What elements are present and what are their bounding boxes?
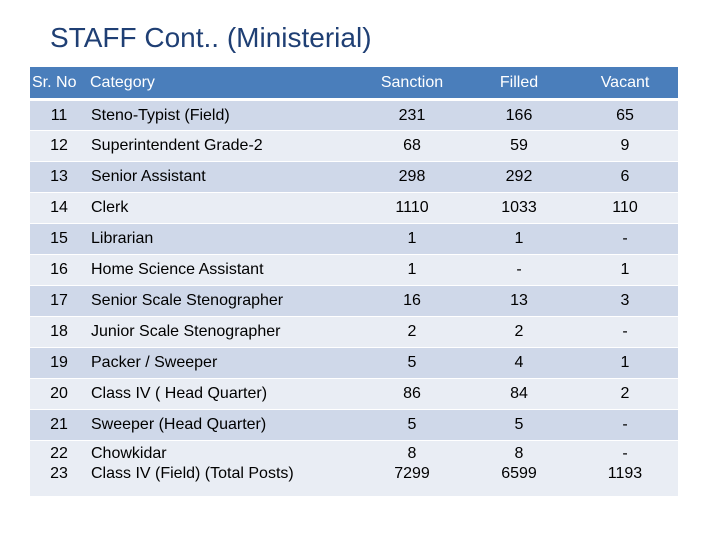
table-row: 18 Junior Scale Stenographer 2 2 - xyxy=(30,316,678,348)
cell-sanction: 231 xyxy=(358,99,466,131)
cell-vacant: 2 xyxy=(572,378,678,410)
cell-sanction-line: 7299 xyxy=(394,465,430,482)
cell-sr-no: 13 xyxy=(30,161,88,193)
table-row: 15 Librarian 1 1 - xyxy=(30,223,678,255)
table-row: 19 Packer / Sweeper 5 4 1 xyxy=(30,347,678,379)
cell-vacant: 9 xyxy=(572,130,678,162)
cell-sr-no: 11 xyxy=(30,99,88,131)
cell-filled: 1 xyxy=(466,223,572,255)
cell-sr-no: 14 xyxy=(30,192,88,224)
cell-sr-no: 18 xyxy=(30,316,88,348)
cell-sr-no: 22 23 xyxy=(30,440,88,497)
cell-sanction: 298 xyxy=(358,161,466,193)
column-header-sanction: Sanction xyxy=(358,67,466,101)
cell-filled: 13 xyxy=(466,285,572,317)
cell-category: Class IV ( Head Quarter) xyxy=(88,378,358,410)
cell-filled: 8 6599 xyxy=(466,440,572,497)
table-row: 16 Home Science Assistant 1 - 1 xyxy=(30,254,678,286)
table-row: 17 Senior Scale Stenographer 16 13 3 xyxy=(30,285,678,317)
cell-vacant: 65 xyxy=(572,99,678,131)
cell-vacant: - 1193 xyxy=(572,440,678,497)
header-row: Sr. No Category Sanction Filled Vacant xyxy=(30,67,678,101)
cell-sr-no: 15 xyxy=(30,223,88,255)
cell-category: Packer / Sweeper xyxy=(88,347,358,379)
table-row: 13 Senior Assistant 298 292 6 xyxy=(30,161,678,193)
cell-vacant: 6 xyxy=(572,161,678,193)
cell-sr-no: 21 xyxy=(30,409,88,441)
table-row: 14 Clerk 1110 1033 110 xyxy=(30,192,678,224)
cell-sr-no: 17 xyxy=(30,285,88,317)
table-body: 11 Steno-Typist (Field) 231 166 65 12 Su… xyxy=(30,99,678,497)
cell-filled: 4 xyxy=(466,347,572,379)
column-header-vacant: Vacant xyxy=(572,67,678,101)
cell-filled: 5 xyxy=(466,409,572,441)
cell-category: Home Science Assistant xyxy=(88,254,358,286)
cell-vacant-line: - xyxy=(622,445,628,462)
table-row: 11 Steno-Typist (Field) 231 166 65 xyxy=(30,99,678,131)
staff-table-container: Sr. No Category Sanction Filled Vacant 1… xyxy=(30,67,678,497)
cell-vacant: 110 xyxy=(572,192,678,224)
cell-sanction: 16 xyxy=(358,285,466,317)
cell-filled-line: 8 xyxy=(514,445,524,462)
cell-category: Librarian xyxy=(88,223,358,255)
cell-category: Clerk xyxy=(88,192,358,224)
cell-vacant-line: 1193 xyxy=(607,465,643,482)
cell-vacant: 1 xyxy=(572,254,678,286)
column-header-category: Category xyxy=(88,67,358,101)
cell-sr-no: 12 xyxy=(30,130,88,162)
cell-category: Chowkidar Class IV (Field) (Total Posts) xyxy=(88,440,358,497)
cell-sr-no-line: 23 xyxy=(50,465,68,482)
cell-filled: 2 xyxy=(466,316,572,348)
cell-category: Sweeper (Head Quarter) xyxy=(88,409,358,441)
table-row: 12 Superintendent Grade-2 68 59 9 xyxy=(30,130,678,162)
cell-sanction: 1 xyxy=(358,223,466,255)
page-title: STAFF Cont.. (Ministerial) xyxy=(50,22,372,53)
cell-filled: 59 xyxy=(466,130,572,162)
cell-vacant: - xyxy=(572,409,678,441)
cell-sanction: 68 xyxy=(358,130,466,162)
table-header: Sr. No Category Sanction Filled Vacant xyxy=(30,67,678,101)
cell-sr-no: 16 xyxy=(30,254,88,286)
table-row: 22 23 Chowkidar Class IV (Field) (Total … xyxy=(30,440,678,497)
cell-category-line: Class IV (Field) (Total Posts) xyxy=(91,465,294,482)
cell-vacant: - xyxy=(572,316,678,348)
cell-sanction: 2 xyxy=(358,316,466,348)
cell-filled-line: 6599 xyxy=(501,465,537,482)
cell-category: Steno-Typist (Field) xyxy=(88,99,358,131)
table-row: 21 Sweeper (Head Quarter) 5 5 - xyxy=(30,409,678,441)
column-header-filled: Filled xyxy=(466,67,572,101)
cell-category: Junior Scale Stenographer xyxy=(88,316,358,348)
cell-category: Superintendent Grade-2 xyxy=(88,130,358,162)
cell-vacant: 1 xyxy=(572,347,678,379)
cell-vacant: - xyxy=(572,223,678,255)
cell-filled: 84 xyxy=(466,378,572,410)
cell-sr-no: 19 xyxy=(30,347,88,379)
cell-category: Senior Scale Stenographer xyxy=(88,285,358,317)
cell-category-line: Chowkidar xyxy=(91,445,167,462)
cell-sanction: 1 xyxy=(358,254,466,286)
cell-sanction: 5 xyxy=(358,409,466,441)
cell-sr-no: 20 xyxy=(30,378,88,410)
cell-vacant: 3 xyxy=(572,285,678,317)
column-header-sr-no: Sr. No xyxy=(30,67,88,101)
cell-sanction: 5 xyxy=(358,347,466,379)
staff-table: Sr. No Category Sanction Filled Vacant 1… xyxy=(30,67,678,497)
cell-filled: 292 xyxy=(466,161,572,193)
cell-category: Senior Assistant xyxy=(88,161,358,193)
cell-sanction: 86 xyxy=(358,378,466,410)
cell-sanction: 8 7299 xyxy=(358,440,466,497)
cell-sr-no-line: 22 xyxy=(50,445,68,462)
cell-filled: 166 xyxy=(466,99,572,131)
table-row: 20 Class IV ( Head Quarter) 86 84 2 xyxy=(30,378,678,410)
cell-filled: 1033 xyxy=(466,192,572,224)
cell-filled: - xyxy=(466,254,572,286)
cell-sanction: 1110 xyxy=(358,192,466,224)
cell-sanction-line: 8 xyxy=(407,445,417,462)
